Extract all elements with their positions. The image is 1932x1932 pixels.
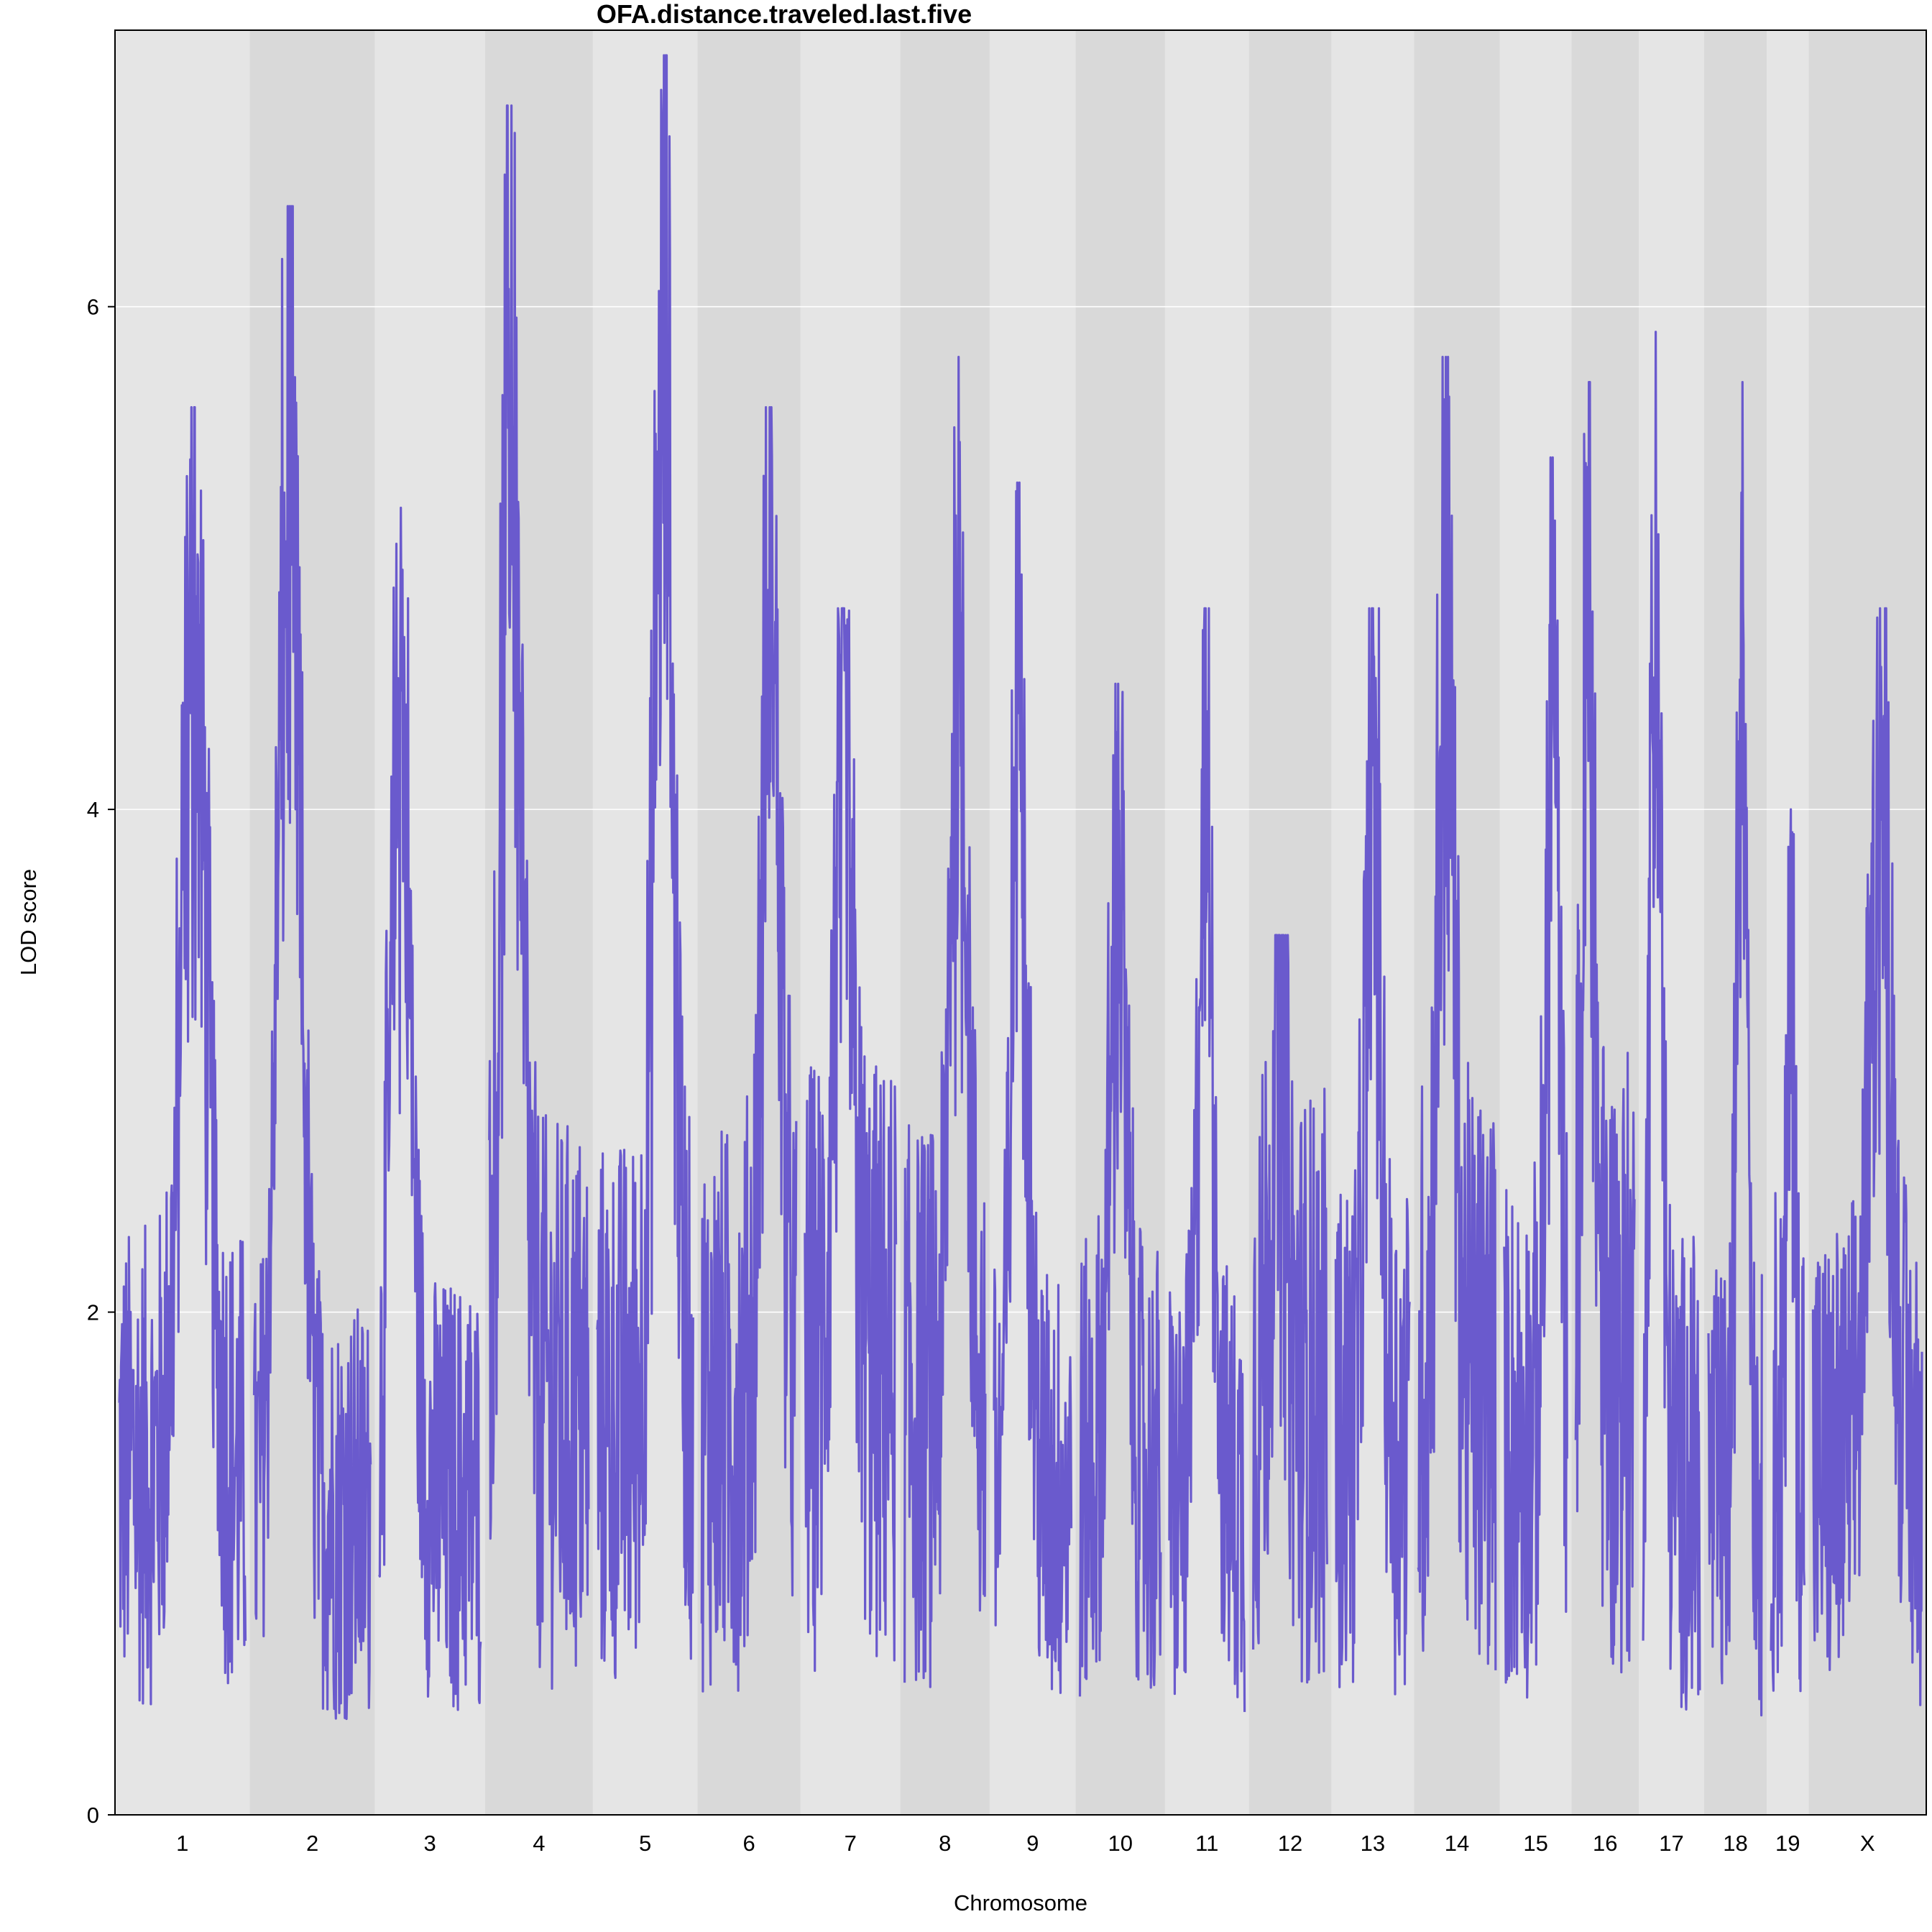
y-tick-label: 0	[87, 1803, 99, 1828]
lod-line-chr-11	[1168, 607, 1246, 1712]
x-tick-label: 4	[533, 1831, 545, 1856]
plot-frame	[114, 29, 1927, 1816]
x-tick-label: 7	[845, 1831, 857, 1856]
lod-line-chr-16	[1574, 380, 1636, 1674]
chromosome-band-5	[592, 30, 698, 1815]
x-tick-label: 17	[1659, 1831, 1683, 1856]
lod-line-chr-14	[1417, 356, 1497, 1670]
y-tick-label: 2	[87, 1300, 99, 1325]
x-tick-label: 9	[1026, 1831, 1039, 1856]
lod-line-chr-8	[903, 356, 987, 1688]
lod-line-chr-12	[1251, 934, 1328, 1684]
y-axis-label: LOD score	[16, 869, 41, 975]
x-tick-label: 15	[1523, 1831, 1547, 1856]
y-tick-label: 6	[87, 295, 99, 320]
x-tick-label: 16	[1593, 1831, 1617, 1856]
lod-line-chr-17	[1642, 331, 1701, 1711]
lod-line-chr-15	[1503, 456, 1568, 1699]
x-tick-label: 12	[1278, 1831, 1302, 1856]
lod-line-chr-18	[1707, 380, 1763, 1717]
x-tick-label: 6	[742, 1831, 755, 1856]
x-tick-label: 8	[939, 1831, 951, 1856]
lod-line-chr-1	[118, 405, 247, 1706]
lod-line-chr-7	[804, 607, 898, 1673]
x-tick-label: 11	[1195, 1831, 1218, 1856]
x-tick-label: 13	[1361, 1831, 1385, 1856]
x-tick-label: X	[1860, 1831, 1875, 1856]
x-tick-label: 10	[1108, 1831, 1132, 1856]
lod-line-chr-9	[993, 481, 1073, 1694]
lod-line-chr-2	[252, 205, 372, 1721]
x-tick-label: 1	[176, 1831, 188, 1856]
lod-line-chr-5	[596, 54, 694, 1679]
x-tick-label: 2	[306, 1831, 318, 1856]
chart-title: OFA.distance.traveled.last.five	[597, 0, 972, 29]
x-tick-label: 18	[1723, 1831, 1747, 1856]
y-axis: 0 2 4 6	[87, 295, 115, 1828]
lod-line-chr-3	[378, 506, 482, 1711]
lod-line-chr-4	[488, 104, 590, 1690]
lod-line-chr-13	[1334, 607, 1411, 1696]
lod-line-chr-10	[1078, 682, 1162, 1697]
x-tick-label: 5	[639, 1831, 651, 1856]
x-tick-label: 3	[424, 1831, 436, 1856]
chromosome-bands	[115, 30, 1926, 1815]
y-tick-label: 4	[87, 797, 99, 822]
lod-line-chr-19	[1770, 808, 1806, 1693]
lod-series	[118, 54, 1923, 1721]
x-tick-label: 14	[1445, 1831, 1469, 1856]
lod-line-chr-6	[700, 405, 798, 1693]
x-axis-label: Chromosome	[954, 1890, 1087, 1915]
lod-line-chr-X	[1811, 607, 1923, 1706]
x-tick-label: 19	[1775, 1831, 1800, 1856]
x-axis: 1 2 3 4 5 6 7 8 9 10 11 12 13 14 15 16 17 18 19 X	[176, 1831, 1875, 1856]
